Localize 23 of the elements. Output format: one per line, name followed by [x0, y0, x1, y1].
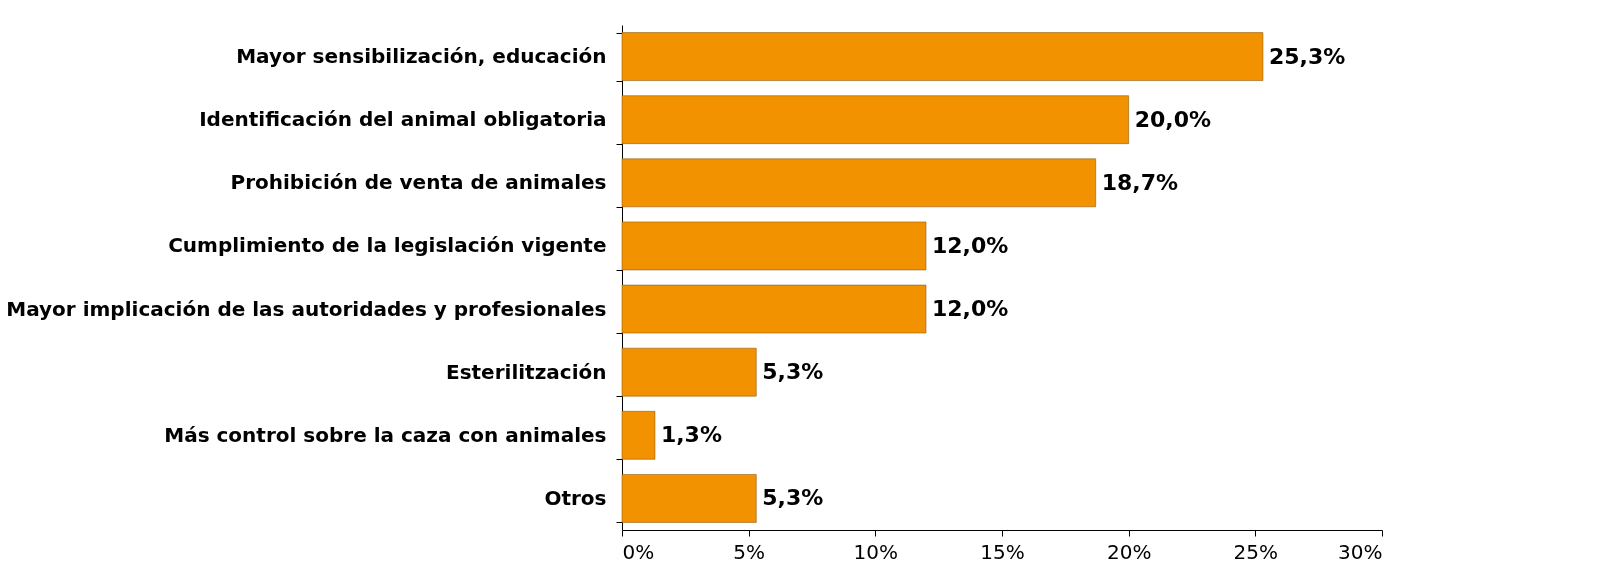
data-label: 18,7% — [1101, 169, 1179, 195]
data-label: 1,3% — [660, 422, 722, 448]
x-tick-label: 5% — [733, 539, 766, 564]
x-tick-label: 20% — [1106, 539, 1152, 564]
data-label: 25,3% — [1268, 43, 1346, 69]
data-label: 5,3% — [762, 359, 824, 385]
y-tick-label: Cumplimiento de la legislación vigente — [168, 233, 607, 258]
data-label: 5,3% — [762, 485, 824, 511]
y-tick-label: Otros — [544, 485, 607, 510]
x-tick-label: 10% — [853, 539, 899, 564]
y-tick-label: Mayor sensibilización, educación — [236, 44, 607, 69]
x-tick-label: 15% — [980, 539, 1025, 564]
x-tick-label: 30% — [1338, 539, 1383, 564]
y-tick-label: Esterilitzación — [445, 359, 607, 384]
data-label: 12,0% — [932, 232, 1009, 258]
y-tick-label: Identificación del animal obligatoria — [199, 107, 607, 132]
y-tick-label: Más control sobre la caza con animales — [164, 422, 607, 447]
x-tick-label: 0% — [622, 539, 655, 564]
x-tick-label: 25% — [1233, 539, 1279, 564]
data-label: 20,0% — [1134, 106, 1211, 132]
y-tick-label: Mayor implicación de las autoridades y profesionales — [6, 296, 607, 321]
y-tick-label: Prohibición de venta de animales — [230, 170, 607, 195]
data-label: 12,0% — [932, 296, 1009, 322]
